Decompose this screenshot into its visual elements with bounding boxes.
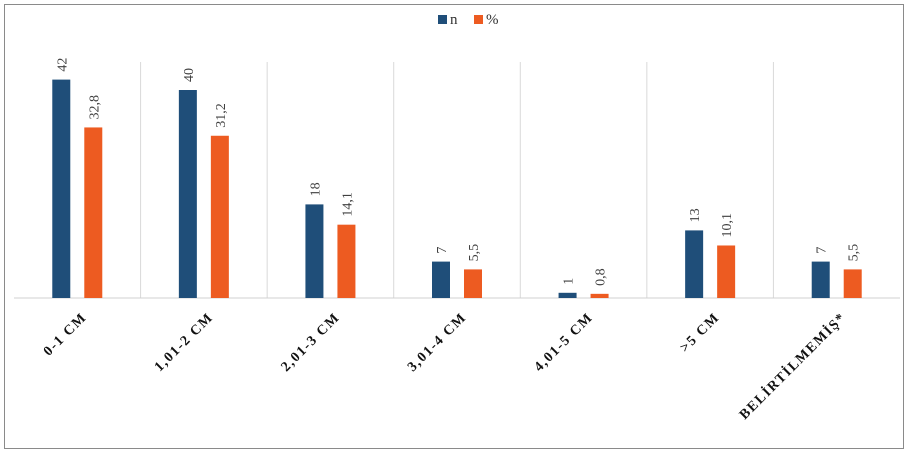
chart-legend: n%: [438, 12, 499, 28]
value-label: 0,8: [594, 268, 609, 286]
legend-label: n: [450, 12, 458, 28]
value-label: 13: [688, 208, 703, 222]
category-label: >5 CM: [677, 310, 722, 355]
bars-group: [52, 79, 862, 298]
bar-percent: [464, 269, 482, 298]
category-labels-group: 0-1 CM 1,01-2 CM 2,01-3 CM 3,01-4 CM 4,01-5 …: [41, 309, 850, 423]
value-label: 5,5: [467, 244, 482, 262]
legend-swatch: [474, 15, 483, 24]
chart-frame: [4, 4, 904, 449]
value-label: 7: [435, 247, 450, 254]
value-labels-group: 42 40 18 7 1 13 7 32,8 31,2 14,1 5,5 0,8 10,1 5,5: [55, 58, 861, 286]
value-label: 1: [562, 278, 577, 285]
bar-percent: [210, 135, 229, 298]
legend-label: %: [486, 12, 499, 28]
category-label: BELİRTİLMEMİŞ*: [736, 309, 850, 423]
bar-n: [178, 90, 197, 298]
bar-n: [52, 79, 71, 298]
bar-n: [811, 261, 830, 298]
category-label: 1,01-2 CM: [152, 310, 217, 375]
bar-percent: [843, 269, 862, 298]
value-label: 42: [55, 58, 70, 72]
legend-swatch: [438, 15, 447, 24]
bar-n: [432, 261, 450, 298]
bar-n: [685, 230, 704, 298]
category-label: 0-1 CM: [41, 310, 90, 359]
category-separators: [140, 62, 774, 298]
bar-percent: [590, 293, 609, 298]
bar-n: [305, 204, 324, 298]
bar-percent: [337, 224, 356, 298]
bar-n: [558, 292, 577, 298]
value-label: 14,1: [340, 192, 355, 217]
value-label: 7: [815, 247, 830, 254]
value-label: 32,8: [87, 95, 102, 120]
value-label: 5,5: [847, 244, 862, 262]
value-label: 40: [182, 68, 197, 82]
category-label: 4,01-5 CM: [532, 310, 597, 375]
category-label: 3,01-4 CM: [405, 310, 470, 375]
category-label: 2,01-3 CM: [279, 310, 344, 375]
bar-percent: [84, 127, 103, 298]
value-label: 18: [308, 182, 323, 196]
value-label: 10,1: [720, 213, 735, 238]
value-label: 31,2: [214, 103, 229, 128]
bar-percent: [717, 245, 736, 298]
